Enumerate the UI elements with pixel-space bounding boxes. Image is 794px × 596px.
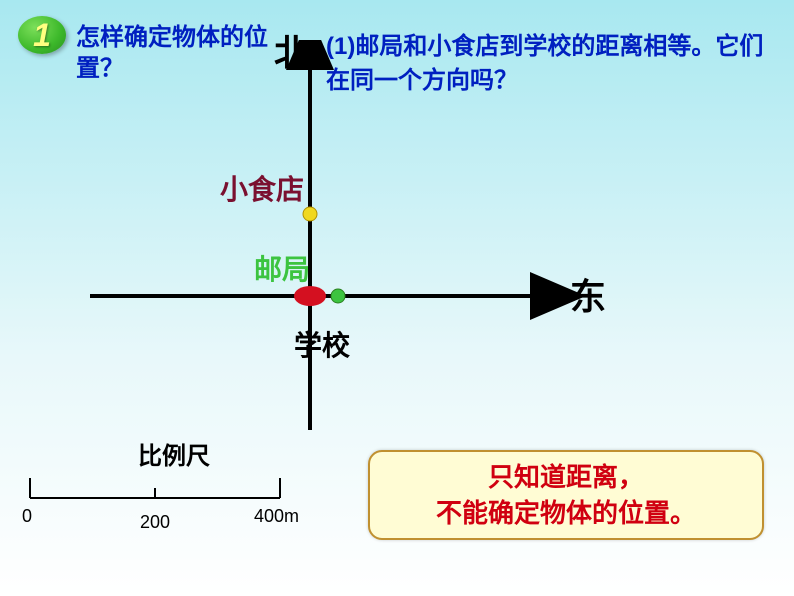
scale-tick-200: 200 [140, 512, 170, 533]
east-label: 东 [570, 268, 606, 320]
scale-tick-0: 0 [22, 506, 32, 527]
scale-tick-400: 400m [254, 506, 299, 527]
snack-shop-label: 小食店 [220, 168, 304, 208]
example-number: 1 [33, 17, 51, 54]
scale-title: 比例尺 [138, 436, 210, 471]
post-office-label: 邮局 [254, 248, 310, 288]
conclusion-text: 只知道距离， 不能确定物体的位置。 [436, 459, 696, 532]
conclusion-box: 只知道距离， 不能确定物体的位置。 [368, 450, 764, 540]
north-label: 北 [274, 24, 310, 76]
example-number-badge: 1 [18, 16, 66, 54]
coordinate-diagram [60, 40, 620, 460]
school-label: 学校 [294, 324, 350, 364]
